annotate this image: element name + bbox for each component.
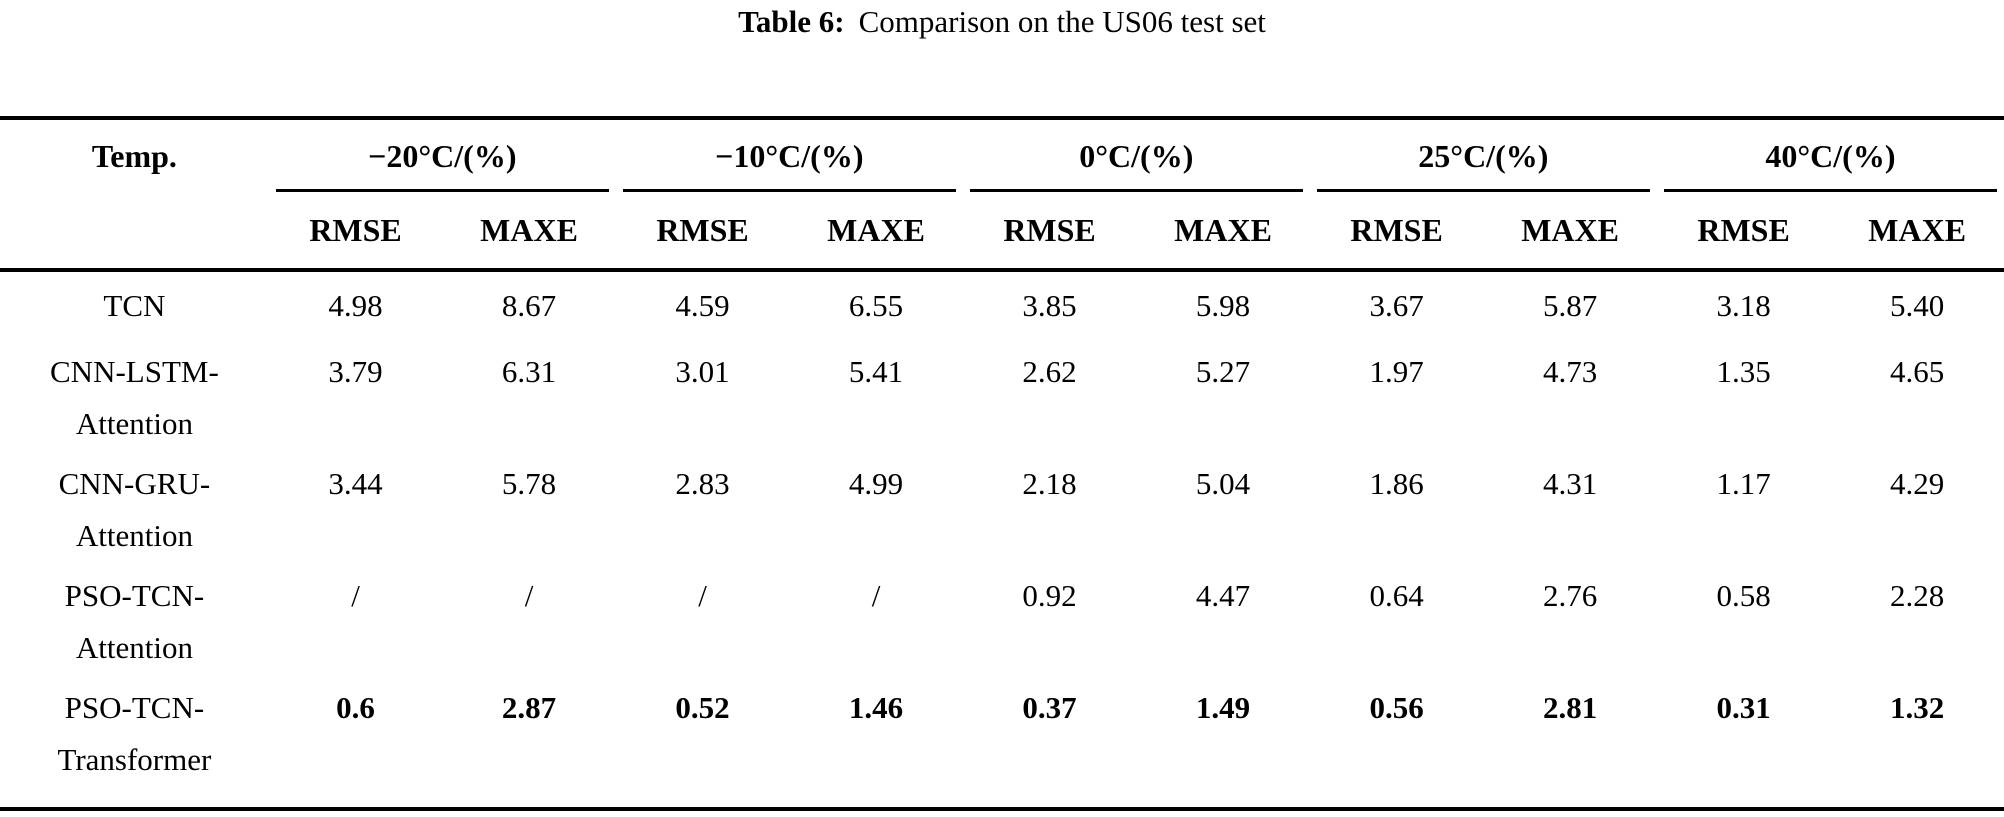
value-cell: 3.67 xyxy=(1369,288,1424,323)
value-cell: 2.62 xyxy=(1022,354,1077,389)
model-name-line1: TCN xyxy=(103,288,166,323)
value-cell: 2.28 xyxy=(1890,578,1945,613)
group-header-25c: 25°C/(%) xyxy=(1310,118,1657,192)
value-cell: 3.18 xyxy=(1716,288,1771,323)
value-cell: 0.52 xyxy=(675,690,730,725)
value-cell: 3.85 xyxy=(1022,288,1077,323)
group-header-row: Temp. −20°C/(%) −10°C/(%) 0°C/(%) 25°C/(… xyxy=(0,118,2004,192)
value-cell: 5.87 xyxy=(1542,288,1598,323)
value-cell: 1.32 xyxy=(1890,690,1945,725)
value-cell: 2.76 xyxy=(1542,578,1598,613)
value-cell: 4.73 xyxy=(1542,354,1598,389)
metric-header-maxe: MAXE xyxy=(827,211,925,248)
value-cell: 1.97 xyxy=(1369,354,1424,389)
value-cell: / xyxy=(871,578,881,613)
value-cell: 8.67 xyxy=(501,288,557,323)
value-cell: 4.59 xyxy=(675,288,730,323)
value-cell: 6.55 xyxy=(848,288,904,323)
value-cell: 2.83 xyxy=(675,466,730,501)
value-cell: 4.29 xyxy=(1890,466,1945,501)
model-name-line2: Attention xyxy=(75,406,193,441)
metric-header-rmse: RMSE xyxy=(309,211,402,248)
value-cell: 4.31 xyxy=(1542,466,1598,501)
value-cell: 3.79 xyxy=(328,354,383,389)
group-header-neg10c: −10°C/(%) xyxy=(616,118,963,192)
table-header: Temp. −20°C/(%) −10°C/(%) 0°C/(%) 25°C/(… xyxy=(0,118,2004,270)
model-name-line1: PSO-TCN- xyxy=(64,578,205,613)
table-caption: Table 6: Comparison on the US06 test set xyxy=(0,0,2004,116)
value-cell: 0.56 xyxy=(1369,690,1424,725)
value-cell: 0.37 xyxy=(1022,690,1077,725)
model-cell: CNN-LSTM- Attention xyxy=(0,338,269,450)
model-name-line2: Attention xyxy=(75,630,193,665)
metric-header-maxe: MAXE xyxy=(480,211,578,248)
value-cell: 4.99 xyxy=(848,466,904,501)
model-cell: PSO-TCN- Attention xyxy=(0,562,269,674)
metric-header-row: RMSE MAXE RMSE MAXE RMSE MAXE RMSE MAXE … xyxy=(0,192,2004,270)
value-cell: / xyxy=(351,578,360,613)
value-cell: 1.49 xyxy=(1195,690,1251,725)
table-caption-label: Table 6: xyxy=(738,4,845,39)
value-cell: 1.46 xyxy=(848,690,904,725)
value-cell: 2.87 xyxy=(501,690,557,725)
value-cell: 5.98 xyxy=(1195,288,1251,323)
model-name-line2: Attention xyxy=(75,518,193,553)
model-cell: PSO-TCN- Transformer xyxy=(0,674,269,809)
table-caption-text: Comparison on the US06 test set xyxy=(858,4,1266,39)
table-row-tcn: TCN 4.98 8.67 4.59 6.55 3.85 5.98 3.67 5… xyxy=(0,270,2004,338)
metric-header-rmse: RMSE xyxy=(1003,211,1096,248)
comparison-table: Temp. −20°C/(%) −10°C/(%) 0°C/(%) 25°C/(… xyxy=(0,116,2004,811)
model-cell: CNN-GRU- Attention xyxy=(0,450,269,562)
empty-header-cell xyxy=(0,192,269,270)
model-name-line1: CNN-GRU- xyxy=(58,466,211,501)
metric-header-maxe: MAXE xyxy=(1174,211,1272,248)
metric-header-rmse: RMSE xyxy=(656,211,749,248)
table-row-cnn-lstm-attention: CNN-LSTM- Attention 3.79 6.31 3.01 5.41 … xyxy=(0,338,2004,450)
value-cell: 0.31 xyxy=(1716,690,1771,725)
value-cell: 5.41 xyxy=(848,354,904,389)
value-cell: 5.04 xyxy=(1195,466,1251,501)
model-name-line2: Transformer xyxy=(57,742,212,777)
value-cell: / xyxy=(524,578,534,613)
value-cell: 4.98 xyxy=(328,288,383,323)
value-cell: 0.58 xyxy=(1716,578,1771,613)
value-cell: 1.35 xyxy=(1716,354,1771,389)
value-cell: 0.92 xyxy=(1022,578,1077,613)
value-cell: 5.78 xyxy=(501,466,557,501)
value-cell: 2.18 xyxy=(1022,466,1077,501)
model-name-line1: CNN-LSTM- xyxy=(50,354,219,389)
table-row-cnn-gru-attention: CNN-GRU- Attention 3.44 5.78 2.83 4.99 2… xyxy=(0,450,2004,562)
value-cell: 1.17 xyxy=(1716,466,1771,501)
value-cell: 4.65 xyxy=(1890,354,1945,389)
metric-header-maxe: MAXE xyxy=(1521,211,1619,248)
value-cell: 1.86 xyxy=(1369,466,1424,501)
group-header-neg20c: −20°C/(%) xyxy=(269,118,616,192)
table-body: TCN 4.98 8.67 4.59 6.55 3.85 5.98 3.67 5… xyxy=(0,270,2004,809)
value-cell: 5.40 xyxy=(1890,288,1945,323)
value-cell: 5.27 xyxy=(1195,354,1251,389)
metric-header-maxe: MAXE xyxy=(1868,211,1967,248)
temp-header: Temp. xyxy=(91,137,177,174)
value-cell: 6.31 xyxy=(501,354,557,389)
value-cell: / xyxy=(698,578,707,613)
value-cell: 3.44 xyxy=(328,466,383,501)
group-header-40c: 40°C/(%) xyxy=(1657,118,2004,192)
model-name-line1: PSO-TCN- xyxy=(64,690,205,725)
value-cell: 3.01 xyxy=(675,354,730,389)
table-row-pso-tcn-transformer: PSO-TCN- Transformer 0.6 2.87 0.52 1.46 … xyxy=(0,674,2004,809)
value-cell: 4.47 xyxy=(1195,578,1251,613)
group-header-0c: 0°C/(%) xyxy=(963,118,1310,192)
table-row-pso-tcn-attention: PSO-TCN- Attention / / / / 0.92 4.47 0.6… xyxy=(0,562,2004,674)
value-cell: 2.81 xyxy=(1542,690,1598,725)
model-cell: TCN xyxy=(0,270,269,338)
metric-header-rmse: RMSE xyxy=(1697,211,1790,248)
value-cell: 0.64 xyxy=(1369,578,1424,613)
metric-header-rmse: RMSE xyxy=(1350,211,1443,248)
value-cell: 0.6 xyxy=(336,690,375,725)
